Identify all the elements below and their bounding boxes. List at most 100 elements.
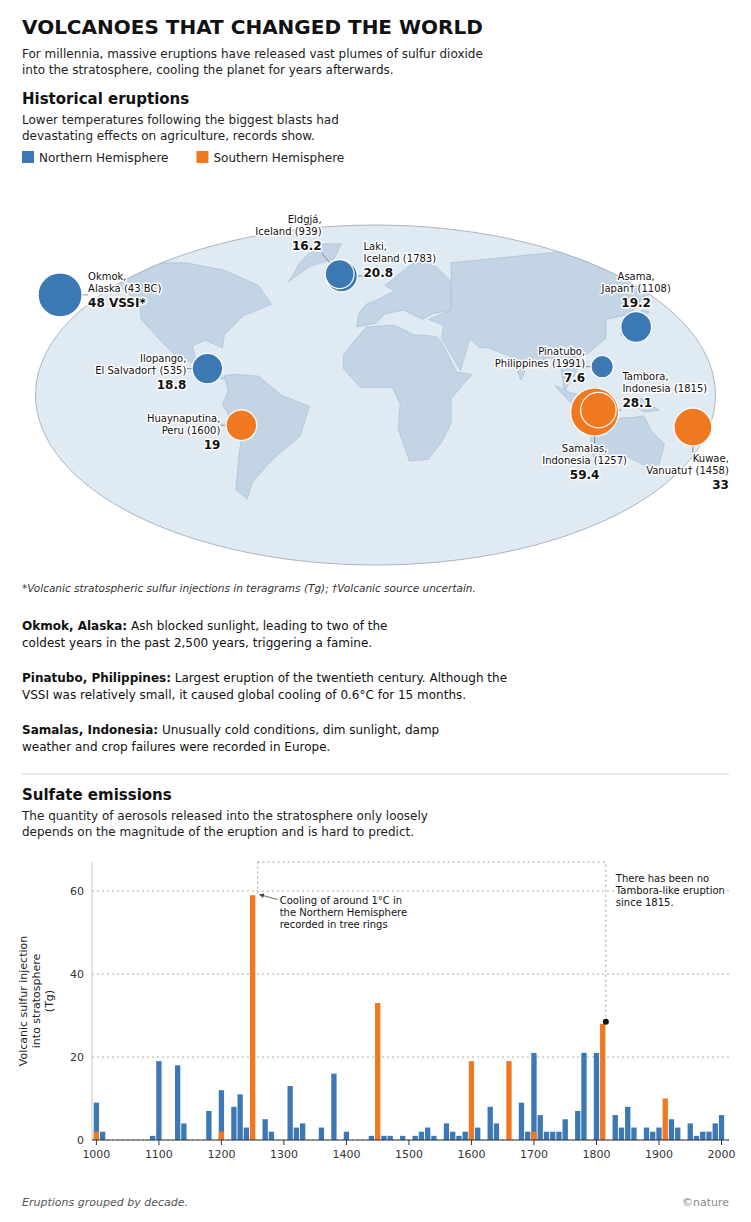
bar — [531, 1053, 536, 1140]
title-line: VOLCANOES THAT CHANGED THE WORLD — [22, 15, 483, 39]
y-axis-label: Volcanic sulfur injectioninto stratosphe… — [17, 936, 56, 1066]
annotation-line: VSSI was relatively small, it caused glo… — [22, 688, 466, 702]
volcano-bubble — [192, 353, 223, 384]
bar — [419, 1132, 424, 1140]
map-title-line: Historical eruptions — [22, 90, 189, 108]
bar — [713, 1123, 718, 1140]
bar — [175, 1065, 180, 1140]
y-axis-line — [92, 862, 93, 1140]
legend-label: Southern Hemisphere — [213, 151, 344, 165]
bar-series — [94, 895, 668, 1140]
bar — [656, 1128, 661, 1140]
bar — [288, 1086, 293, 1140]
x-axis-line — [92, 1140, 729, 1141]
bar — [100, 1132, 105, 1140]
bar — [469, 1061, 474, 1140]
x-tick — [283, 1140, 284, 1145]
point-name-line: Ilopango, — [140, 353, 186, 364]
point-name-line: Eldgjá, — [288, 214, 322, 225]
point-name-line: Alaska (43 BC) — [88, 283, 161, 294]
x-tick — [471, 1140, 472, 1145]
x-tick-label: 1300 — [270, 1148, 298, 1161]
annotation-line: Unusually cold conditions, dim sunlight,… — [158, 723, 439, 737]
x-tick — [533, 1140, 534, 1145]
bar — [488, 1107, 493, 1140]
grid-line — [92, 974, 729, 975]
bar-annotation-line: recorded in tree rings — [280, 919, 388, 930]
annotation-dot — [603, 1019, 609, 1025]
point-label-group: Ilopango,El Salvador† (535)18.8 — [95, 353, 186, 392]
bar — [300, 1123, 305, 1140]
bar — [269, 1132, 274, 1140]
annotation-bold: Okmok, Alaska: — [22, 619, 127, 633]
bar-footnote-line: Eruptions grouped by decade. — [22, 1196, 188, 1209]
annotation-line: Ash blocked sunlight, leading to two of … — [127, 619, 387, 633]
source: ©nature — [682, 1196, 729, 1209]
bar — [706, 1132, 711, 1140]
bar — [206, 1111, 211, 1140]
bar — [331, 1074, 336, 1140]
volcano-bubble — [591, 356, 613, 378]
volcano-bubble — [38, 273, 82, 317]
bar — [431, 1136, 436, 1140]
point-name-line: Indonesia (1257) — [542, 455, 627, 466]
point-name-line: Pinatubo, — [538, 346, 585, 357]
bar — [525, 1132, 530, 1140]
bar-subtitle-line: depends on the magnitude of the eruption… — [22, 825, 414, 839]
bar — [369, 1136, 374, 1140]
point-name-line: Asama, — [618, 271, 655, 282]
bar — [700, 1132, 705, 1140]
point-name-line: Iceland (939) — [255, 226, 321, 237]
point-value: 7.6 — [564, 371, 585, 385]
point-name: Kuwae,Vanuatu† (1458) — [646, 453, 729, 476]
bubbles — [38, 260, 712, 446]
point-value: 16.2 — [292, 239, 322, 253]
bar-series — [94, 1053, 724, 1140]
bar — [544, 1132, 549, 1140]
map-footnote-line: *Volcanic stratospheric sulfur injection… — [22, 582, 476, 594]
bar — [219, 1090, 224, 1140]
volcano-bubble — [621, 312, 652, 343]
bar — [650, 1132, 655, 1140]
x-tick-label: 1600 — [457, 1148, 485, 1161]
grid-line — [92, 1140, 729, 1141]
y-tick-label: 20 — [70, 1051, 84, 1064]
point-label-group: Kuwae,Vanuatu† (1458)33 — [646, 453, 729, 492]
point-name-line: Iceland (1783) — [364, 253, 437, 264]
bar — [250, 895, 255, 1140]
point-name-line: Peru (1600) — [162, 425, 221, 436]
legend-swatch — [22, 151, 34, 163]
ocean — [36, 225, 716, 565]
bar — [600, 1024, 605, 1140]
bar — [594, 1053, 599, 1140]
annotation-guide — [257, 862, 258, 894]
legend: Northern HemisphereSouthern Hemisphere — [22, 151, 344, 165]
bar — [675, 1128, 680, 1140]
bar — [694, 1136, 699, 1140]
annotation-arrow — [260, 895, 278, 900]
x-tick — [596, 1140, 597, 1145]
annotation-bold: Samalas, Indonesia: — [22, 723, 158, 737]
bar — [550, 1132, 555, 1140]
bar — [219, 1132, 224, 1140]
point-name-line: Kuwae, — [693, 453, 729, 464]
bar — [669, 1119, 674, 1140]
point-value: 48 VSSI* — [88, 296, 146, 310]
continents — [58, 244, 715, 499]
point-value: 18.8 — [157, 378, 187, 392]
x-tick-label: 1500 — [395, 1148, 423, 1161]
bar — [619, 1128, 624, 1140]
bar-annotation-line: the Northern Hemisphere — [280, 907, 407, 918]
bar — [538, 1115, 543, 1140]
bar-footnote: Eruptions grouped by decade. — [22, 1196, 188, 1209]
bar — [475, 1128, 480, 1140]
point-name: Okmok,Alaska (43 BC) — [88, 271, 161, 294]
point-value: 19.2 — [621, 296, 651, 310]
bar — [381, 1136, 386, 1140]
x-tick — [408, 1140, 409, 1145]
map-subtitle-line: devastating effects on agriculture, reco… — [22, 129, 315, 143]
point-name: Eldgjá,Iceland (939) — [255, 214, 321, 237]
point-name-line: Okmok, — [88, 271, 127, 282]
point-label-group: Huaynaputina,Peru (1600)19 — [147, 413, 220, 452]
map-title: Historical eruptions — [22, 90, 189, 108]
